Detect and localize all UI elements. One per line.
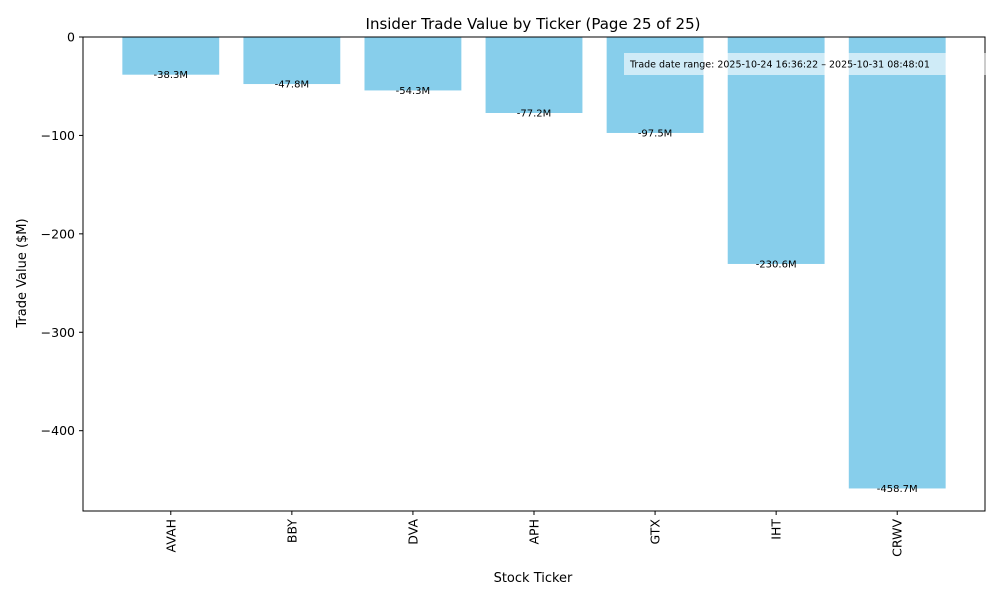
bar-crwv <box>848 37 946 489</box>
x-axis-label: Stock Ticker <box>494 571 573 586</box>
x-tick-label: GTX <box>648 519 663 545</box>
x-tick-label: APH <box>527 519 542 545</box>
bar-avah <box>122 37 220 75</box>
data-label: -38.3M <box>154 70 189 81</box>
x-tick-label: BBY <box>284 519 299 543</box>
chart-title: Insider Trade Value by Ticker (Page 25 o… <box>366 15 701 33</box>
bar-aph <box>485 37 583 113</box>
data-label: -47.8M <box>275 80 310 91</box>
annotation-text: Trade date range: 2025-10-24 16:36:22 – … <box>629 60 930 71</box>
bar-gtx <box>606 37 704 133</box>
y-axis-label: Trade Value ($M) <box>15 218 30 328</box>
y-tick-label: −300 <box>41 325 75 340</box>
y-tick-label: −100 <box>41 128 75 143</box>
x-tick-label: IHT <box>769 519 784 540</box>
bar-dva <box>364 37 462 91</box>
y-tick-label: −200 <box>41 226 75 241</box>
x-tick-label: DVA <box>405 519 420 545</box>
data-label: -54.3M <box>396 86 431 97</box>
x-tick-label: CRWV <box>890 519 905 557</box>
bar-bby <box>243 37 341 85</box>
data-label: -458.7M <box>877 484 918 495</box>
x-tick-label: AVAH <box>163 519 178 552</box>
data-label: -230.6M <box>756 259 797 270</box>
y-tick-label: 0 <box>67 30 75 45</box>
y-tick-label: −400 <box>41 423 75 438</box>
data-label: -77.2M <box>517 108 552 119</box>
data-label: -97.5M <box>638 128 673 139</box>
annotation-box <box>624 53 986 75</box>
